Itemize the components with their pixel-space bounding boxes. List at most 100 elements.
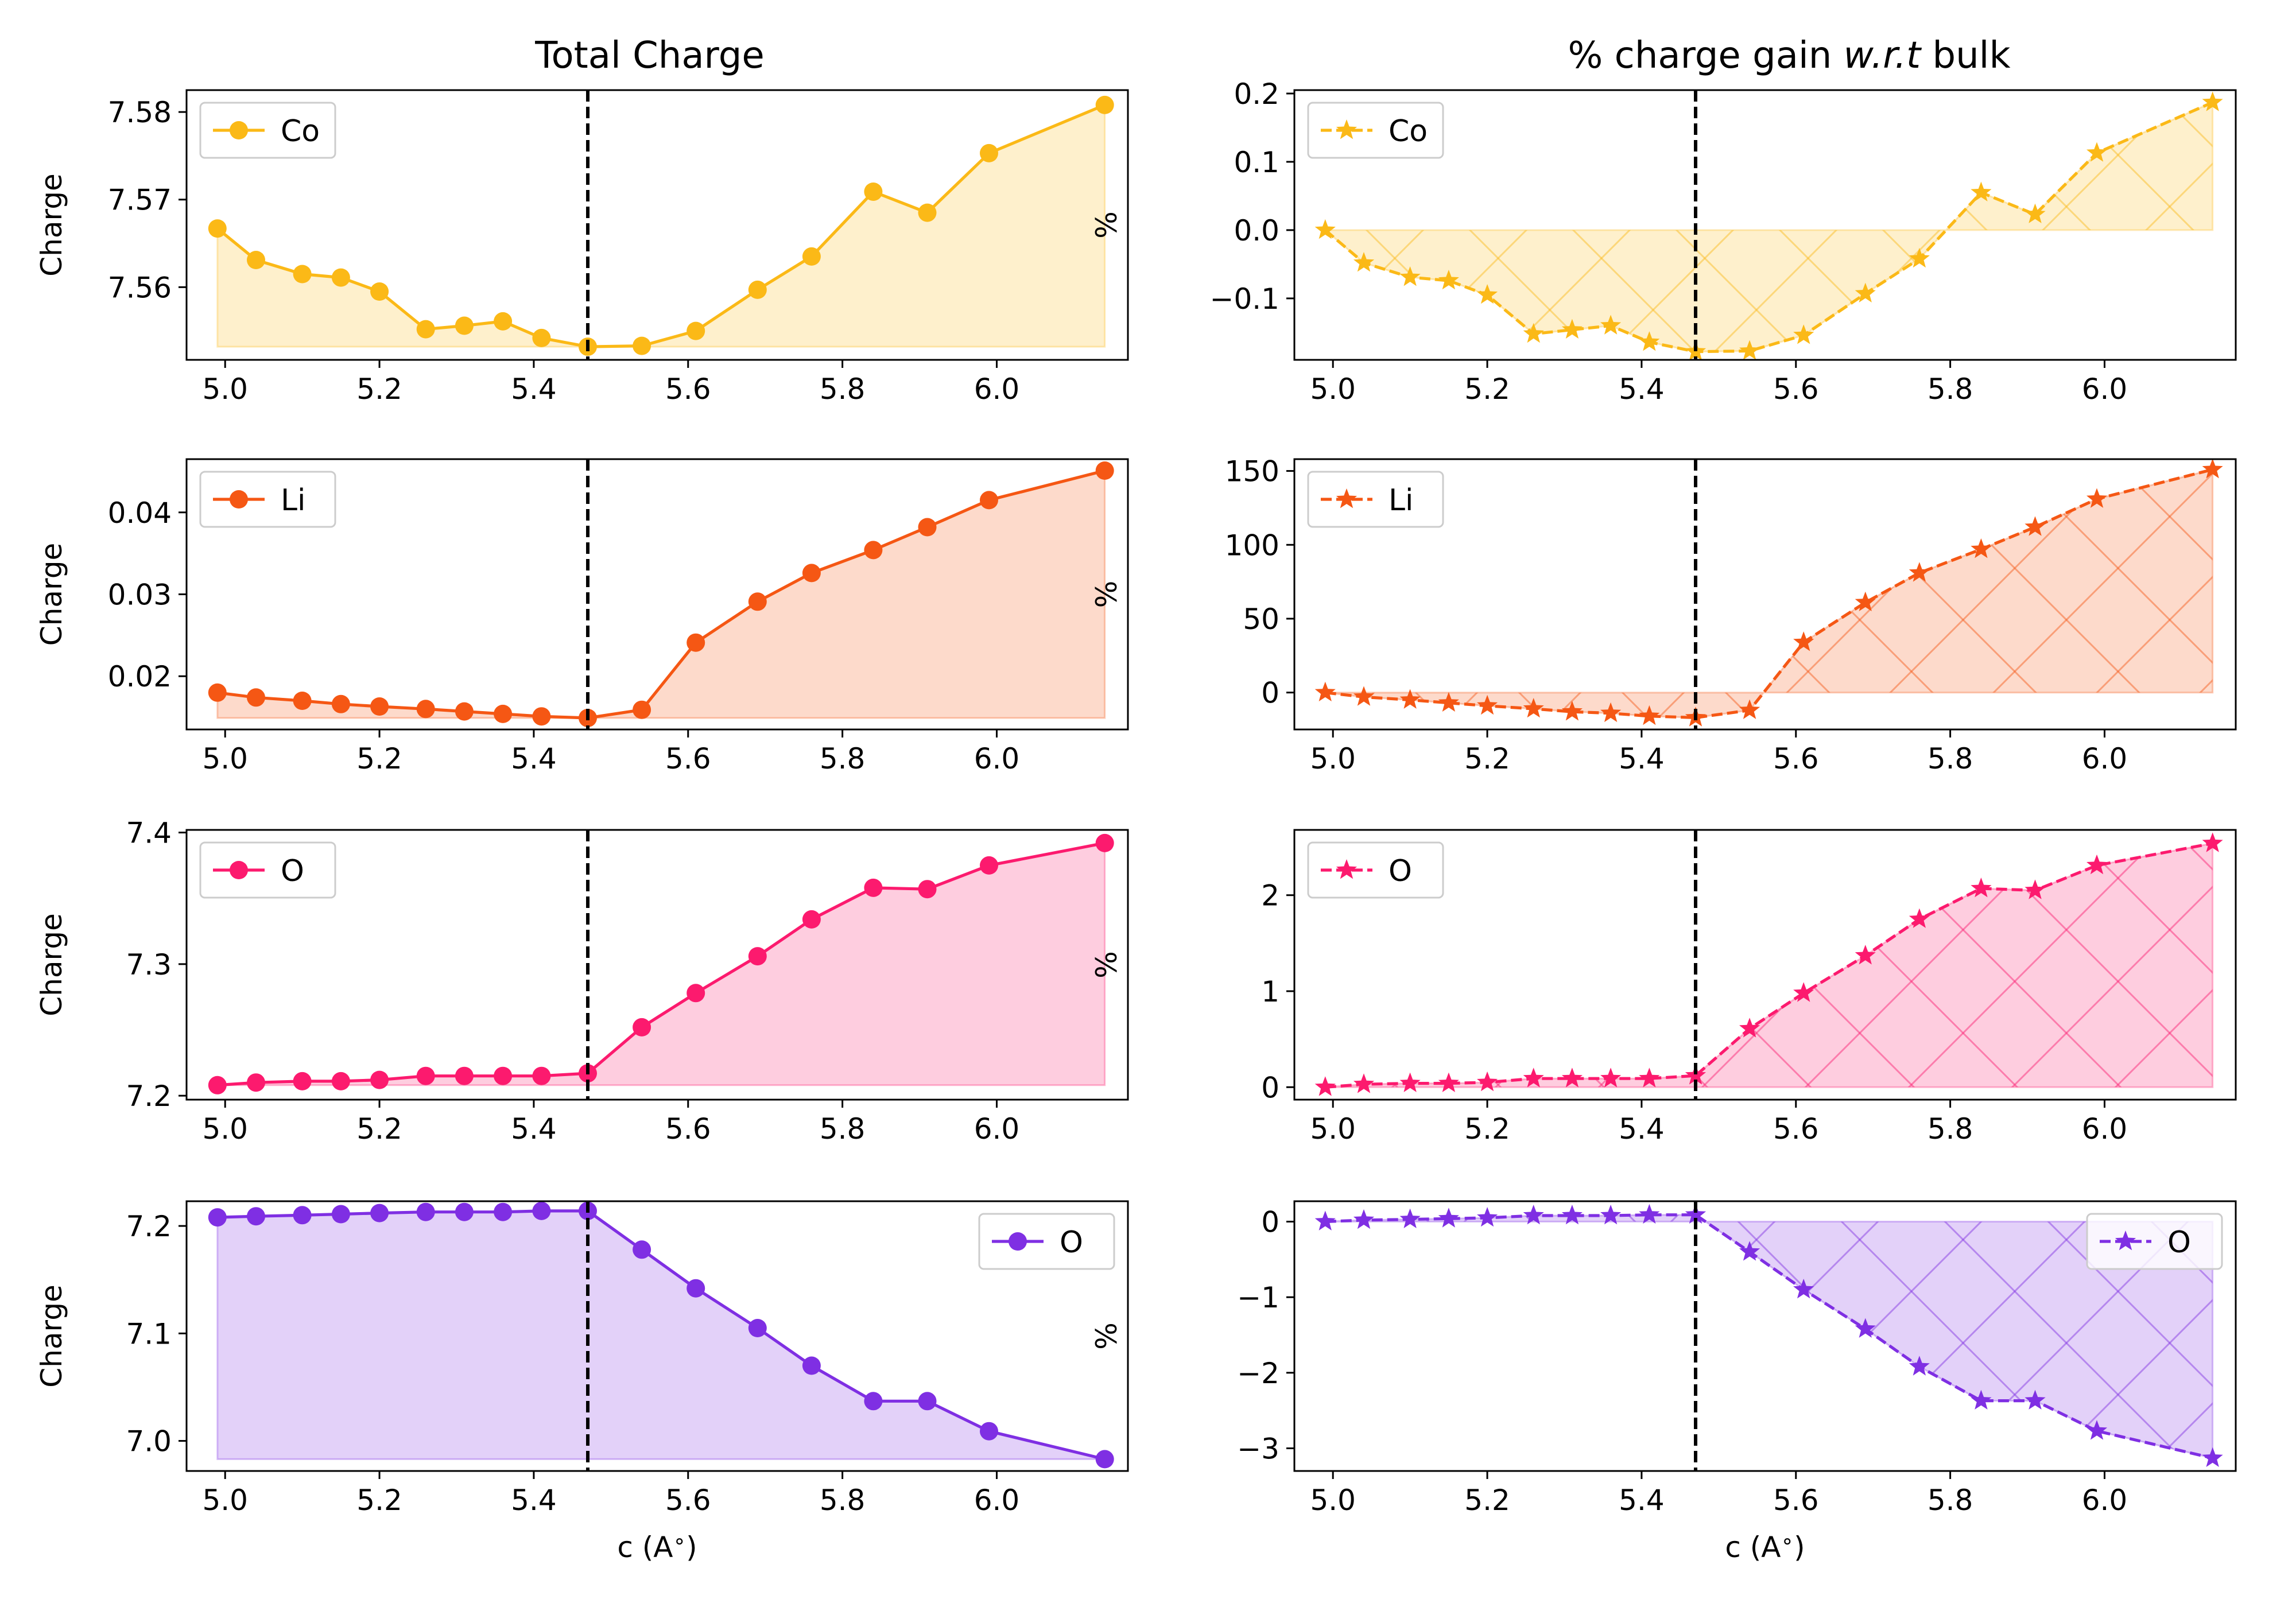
legend: O: [199, 841, 336, 899]
data-point: [2202, 832, 2223, 852]
data-point: [208, 683, 227, 702]
x-axis-label: c (A∘): [1725, 1530, 1805, 1564]
data-point: [247, 1073, 265, 1092]
x-tick-label: 5.0: [1310, 742, 1356, 775]
data-point: [293, 1206, 312, 1225]
data-point: [980, 491, 998, 510]
data-point: [1095, 95, 1114, 114]
left-column-title: Total Charge: [534, 34, 764, 77]
data-point: [1971, 1389, 1992, 1410]
x-axis-label-close: ): [1794, 1531, 1805, 1564]
x-tick-label: 5.8: [1927, 1112, 1973, 1146]
x-tick-label: 5.0: [202, 742, 248, 775]
x-tick-label: 5.4: [1619, 372, 1665, 406]
y-axis-label: Charge: [35, 173, 68, 276]
y-tick-label: 7.4: [126, 817, 172, 850]
data-point: [633, 1018, 651, 1037]
data-point: [1793, 982, 1814, 1002]
legend-box: [1307, 841, 1444, 899]
data-point: [748, 947, 767, 966]
data-point: [1561, 701, 1583, 721]
data-point: [1600, 702, 1622, 723]
data-point: [1353, 1073, 1375, 1093]
x-tick-label: 5.0: [1310, 372, 1356, 406]
data-point: [748, 280, 767, 299]
right-title-italic: w.r.t: [1844, 34, 1922, 77]
data-point: [416, 1202, 435, 1221]
data-point: [208, 219, 227, 238]
x-tick-label: 5.8: [820, 372, 866, 406]
legend-marker: [1336, 488, 1358, 509]
y-tick-label: 0: [1261, 1206, 1279, 1239]
subplot-right-1: 5.0 5.2 5.4 5.6 5.8 6.0 0 50 100 150% Li: [1090, 455, 2237, 775]
x-tick-label: 5.8: [820, 1484, 866, 1517]
data-point: [633, 336, 651, 355]
data-point: [2024, 1389, 2046, 1410]
x-tick-label: 5.4: [511, 742, 557, 775]
y-tick-label: −1: [1237, 1281, 1279, 1314]
x-axis-label-close: ): [686, 1531, 697, 1564]
data-point: [1600, 315, 1622, 335]
data-point: [455, 702, 474, 721]
series-line: [1325, 841, 2213, 1089]
data-point: [2024, 879, 2046, 899]
y-tick-label: 150: [1225, 455, 1279, 488]
data-point: [532, 707, 551, 726]
data-point: [802, 1356, 821, 1375]
x-tick-label: 5.8: [1927, 1484, 1973, 1517]
x-tick-label: 5.8: [820, 1112, 866, 1146]
data-point: [1639, 331, 1660, 351]
x-tick-label: 5.6: [665, 1112, 711, 1146]
data-point: [1855, 945, 1876, 965]
y-tick-label: 0.1: [1234, 146, 1279, 179]
y-tick-label: 0.0: [1234, 214, 1279, 247]
x-tick-label: 5.2: [1464, 372, 1510, 406]
data-point: [1314, 219, 1336, 239]
y-tick-label: 100: [1225, 529, 1279, 562]
data-point: [2086, 1420, 2108, 1440]
data-point: [980, 1422, 998, 1441]
subplot-left-2: 5.0 5.2 5.4 5.6 5.8 6.0 7.2 7.3 7.4 Charge O: [35, 817, 1129, 1146]
data-point: [1399, 689, 1421, 709]
y-tick-label: 0.2: [1234, 77, 1279, 111]
data-point: [1639, 1204, 1660, 1224]
data-point: [370, 1204, 389, 1222]
legend-label: Li: [281, 483, 305, 518]
subplot-right-3: 5.0 5.2 5.4 5.6 5.8 6.0 −3 −2 −1 0% c (A∘) O: [1090, 1200, 2237, 1564]
data-point: [455, 316, 474, 335]
x-tick-label: 5.2: [1464, 1484, 1510, 1517]
legend: Co: [1307, 102, 1444, 159]
data-point: [1600, 1068, 1622, 1088]
data-point: [331, 694, 350, 713]
y-axis-label: Charge: [35, 1284, 68, 1387]
x-tick-label: 5.2: [1464, 742, 1510, 775]
x-tick-label: 5.2: [356, 1112, 402, 1146]
subplot-right-0: 5.0 5.2 5.4 5.6 5.8 6.0 −0.1 0.0 0.1 0.2% Co: [1090, 77, 2237, 406]
x-tick-label: 5.6: [665, 1484, 711, 1517]
data-point: [331, 1072, 350, 1090]
legend-box: [1307, 102, 1444, 159]
y-tick-label: 0.04: [108, 496, 172, 530]
x-tick-label: 5.2: [356, 742, 402, 775]
legend-marker: [1009, 1232, 1027, 1251]
y-tick-label: 7.2: [126, 1080, 172, 1113]
data-point: [1314, 1076, 1336, 1096]
y-tick-label: 7.56: [108, 271, 172, 304]
x-tick-label: 5.2: [1464, 1112, 1510, 1146]
x-tick-label: 5.6: [1773, 742, 1819, 775]
data-point: [208, 1208, 227, 1227]
data-point: [1971, 181, 1992, 201]
legend: Li: [199, 471, 336, 528]
data-point: [864, 541, 883, 560]
data-point: [1095, 833, 1114, 852]
data-point: [370, 1070, 389, 1089]
data-point: [1477, 1071, 1498, 1092]
axes-frame: [1293, 1200, 2237, 1472]
x-tick-label: 6.0: [2082, 1484, 2128, 1517]
data-point: [2202, 459, 2223, 479]
data-point: [1399, 266, 1421, 286]
data-point: [494, 1066, 513, 1085]
data-point: [293, 692, 312, 710]
x-tick-label: 6.0: [974, 742, 1020, 775]
